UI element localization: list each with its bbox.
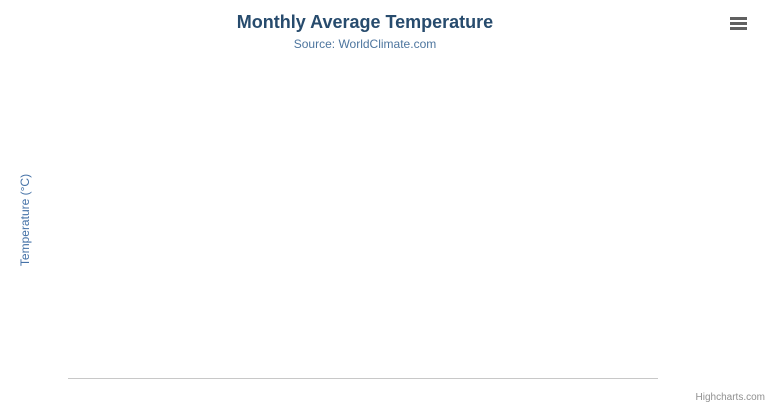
chart-subtitle: Source: WorldClimate.com bbox=[293, 37, 437, 51]
y-axis-title: Temperature (°C) bbox=[18, 173, 32, 267]
hamburger-icon bbox=[730, 26, 747, 30]
hamburger-icon bbox=[730, 21, 747, 25]
credits-link[interactable]: Highcharts.com bbox=[695, 392, 765, 403]
context-menu-button[interactable] bbox=[728, 14, 750, 34]
hamburger-icon bbox=[730, 16, 747, 20]
chart-title: Monthly Average Temperature bbox=[236, 12, 494, 32]
